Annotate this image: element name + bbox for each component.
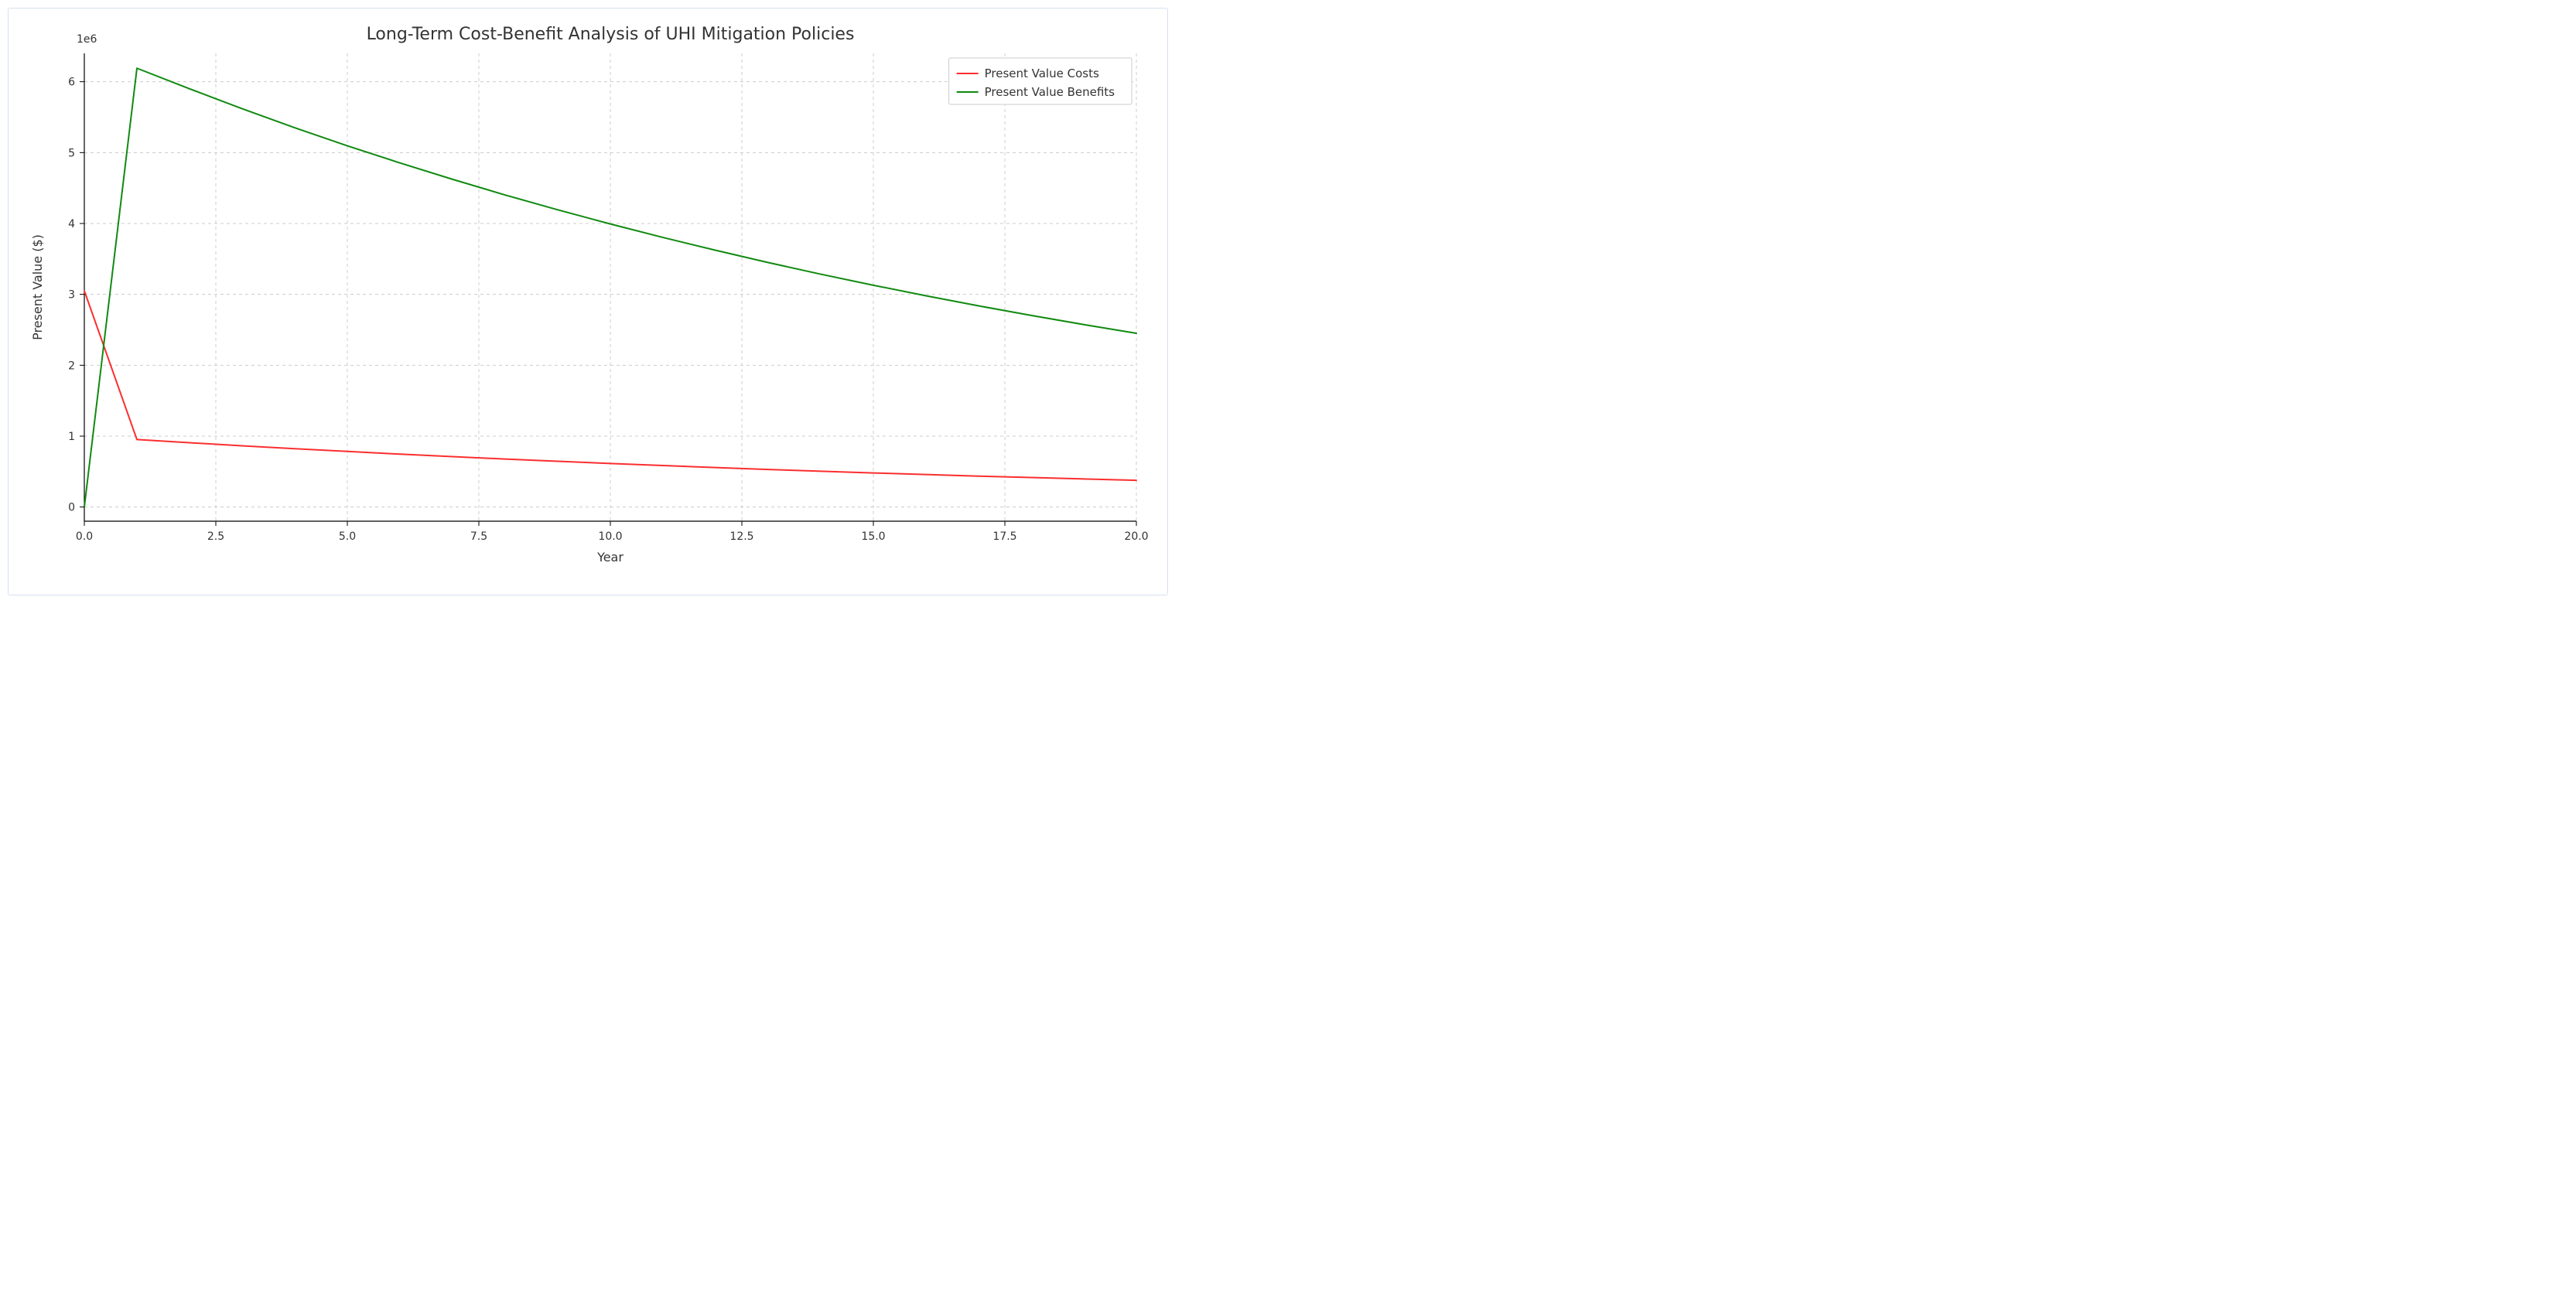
x-tick-label: 2.5 <box>207 530 224 543</box>
x-tick-label: 20.0 <box>1124 530 1148 543</box>
chart-container: 0.0 2.5 5.0 7.5 10.0 12.5 15.0 17.5 20.0 0 1 2 3 4 5 6 1… <box>15 15 1161 588</box>
legend-label-0: Present Value Costs <box>985 67 1099 80</box>
y-tick-label: 3 <box>68 289 75 302</box>
x-axis-label: Year <box>596 550 624 565</box>
y-tick-label: 6 <box>68 77 75 89</box>
x-tick-label: 17.5 <box>992 530 1016 543</box>
x-tick-label: 7.5 <box>470 530 487 543</box>
x-tick-label: 10.0 <box>598 530 622 543</box>
x-tick-label: 15.0 <box>861 530 885 543</box>
x-tick-label: 12.5 <box>729 530 753 543</box>
chart-svg: 0.0 2.5 5.0 7.5 10.0 12.5 15.0 17.5 20.0 0 1 2 3 4 5 6 1… <box>15 15 1161 587</box>
legend-label-1: Present Value Benefits <box>985 85 1115 99</box>
y-tick-label: 2 <box>68 360 75 372</box>
chart-title: Long-Term Cost-Benefit Analysis of UHI M… <box>367 25 855 44</box>
y-tick-label: 5 <box>68 147 75 159</box>
y-tick-label: 4 <box>68 218 75 230</box>
chart-frame: 0.0 2.5 5.0 7.5 10.0 12.5 15.0 17.5 20.0 0 1 2 3 4 5 6 1… <box>8 8 1168 595</box>
y-tick-label: 0 <box>68 502 75 514</box>
y-axis-label: Present Value ($) <box>30 234 45 340</box>
y-tick-label: 1 <box>68 431 75 443</box>
x-tick-label: 0.0 <box>76 530 93 543</box>
y-offset-text: 1e6 <box>77 33 97 46</box>
x-tick-label: 5.0 <box>339 530 356 543</box>
